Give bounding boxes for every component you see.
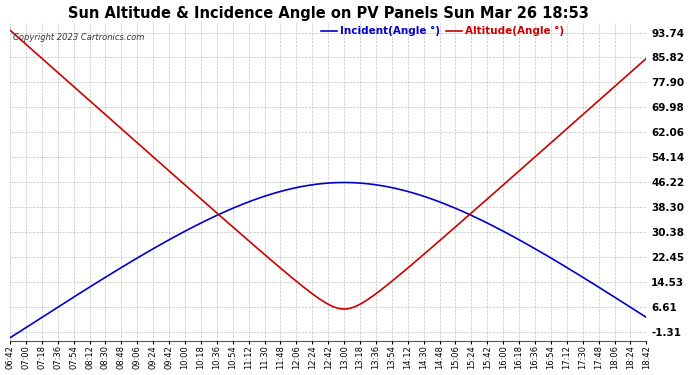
Legend: Incident(Angle °), Altitude(Angle °): Incident(Angle °), Altitude(Angle °): [317, 22, 569, 40]
Text: Copyright 2023 Cartronics.com: Copyright 2023 Cartronics.com: [13, 33, 145, 42]
Title: Sun Altitude & Incidence Angle on PV Panels Sun Mar 26 18:53: Sun Altitude & Incidence Angle on PV Pan…: [68, 6, 589, 21]
